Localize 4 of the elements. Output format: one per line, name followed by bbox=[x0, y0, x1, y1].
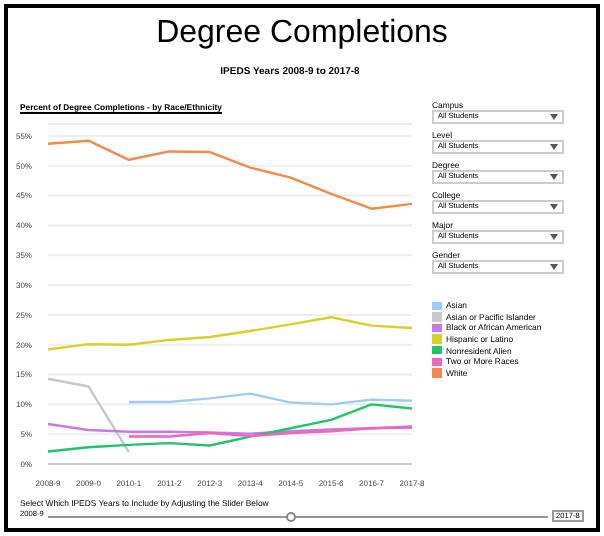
line-series bbox=[46, 403, 414, 453]
line-series bbox=[46, 139, 414, 210]
line-series bbox=[46, 316, 414, 351]
chart-title: Degree Completions bbox=[154, 16, 450, 52]
